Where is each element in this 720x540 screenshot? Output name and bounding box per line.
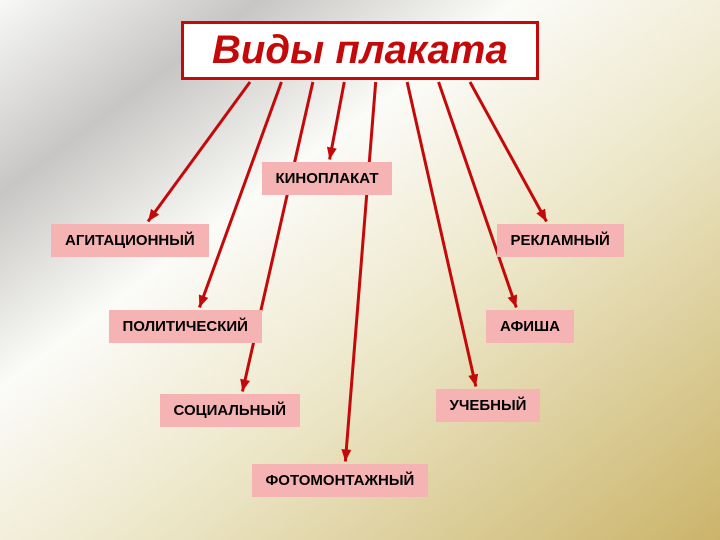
- diagram-title: Виды плаката: [181, 21, 539, 80]
- arrow-line: [148, 82, 250, 222]
- node-reklam: РЕКЛАМНЫЙ: [497, 224, 624, 257]
- arrow-head: [327, 147, 337, 160]
- arrow-head: [341, 449, 351, 461]
- arrow-line: [330, 82, 345, 160]
- node-social: СОЦИАЛЬНЫЙ: [160, 394, 301, 427]
- arrow-line: [345, 82, 375, 462]
- arrows-layer: [0, 0, 720, 540]
- node-kino: КИНОПЛАКАТ: [262, 162, 393, 195]
- arrow-head: [240, 379, 250, 392]
- arrow-head: [536, 209, 546, 222]
- arrow-head: [468, 374, 478, 387]
- arrow-line: [439, 82, 517, 308]
- arrow-line: [470, 82, 547, 222]
- diagram-canvas: Виды плаката КИНОПЛАКАТ АГИТАЦИОННЫЙ РЕКЛА…: [0, 0, 720, 540]
- node-polit: ПОЛИТИЧЕСКИЙ: [109, 310, 262, 343]
- arrow-head: [148, 209, 159, 222]
- arrow-line: [199, 82, 281, 308]
- arrow-head: [199, 295, 208, 308]
- arrow-line: [242, 82, 312, 392]
- node-agit: АГИТАЦИОННЫЙ: [51, 224, 209, 257]
- node-afisha: АФИША: [486, 310, 574, 343]
- background: [0, 0, 720, 540]
- node-fotomontazh: ФОТОМОНТАЖНЫЙ: [252, 464, 429, 497]
- arrow-line: [407, 82, 476, 387]
- node-ucheb: УЧЕБНЫЙ: [436, 389, 541, 422]
- arrow-head: [508, 295, 517, 308]
